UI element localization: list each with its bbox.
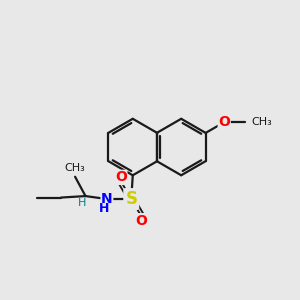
Text: O: O xyxy=(115,170,127,184)
Text: O: O xyxy=(218,115,230,129)
Text: CH₃: CH₃ xyxy=(251,117,272,127)
Text: N: N xyxy=(101,192,113,206)
Text: H: H xyxy=(78,198,86,208)
Text: O: O xyxy=(136,214,148,228)
Text: CH₃: CH₃ xyxy=(65,163,85,173)
Text: S: S xyxy=(125,190,137,208)
Text: H: H xyxy=(99,202,110,215)
